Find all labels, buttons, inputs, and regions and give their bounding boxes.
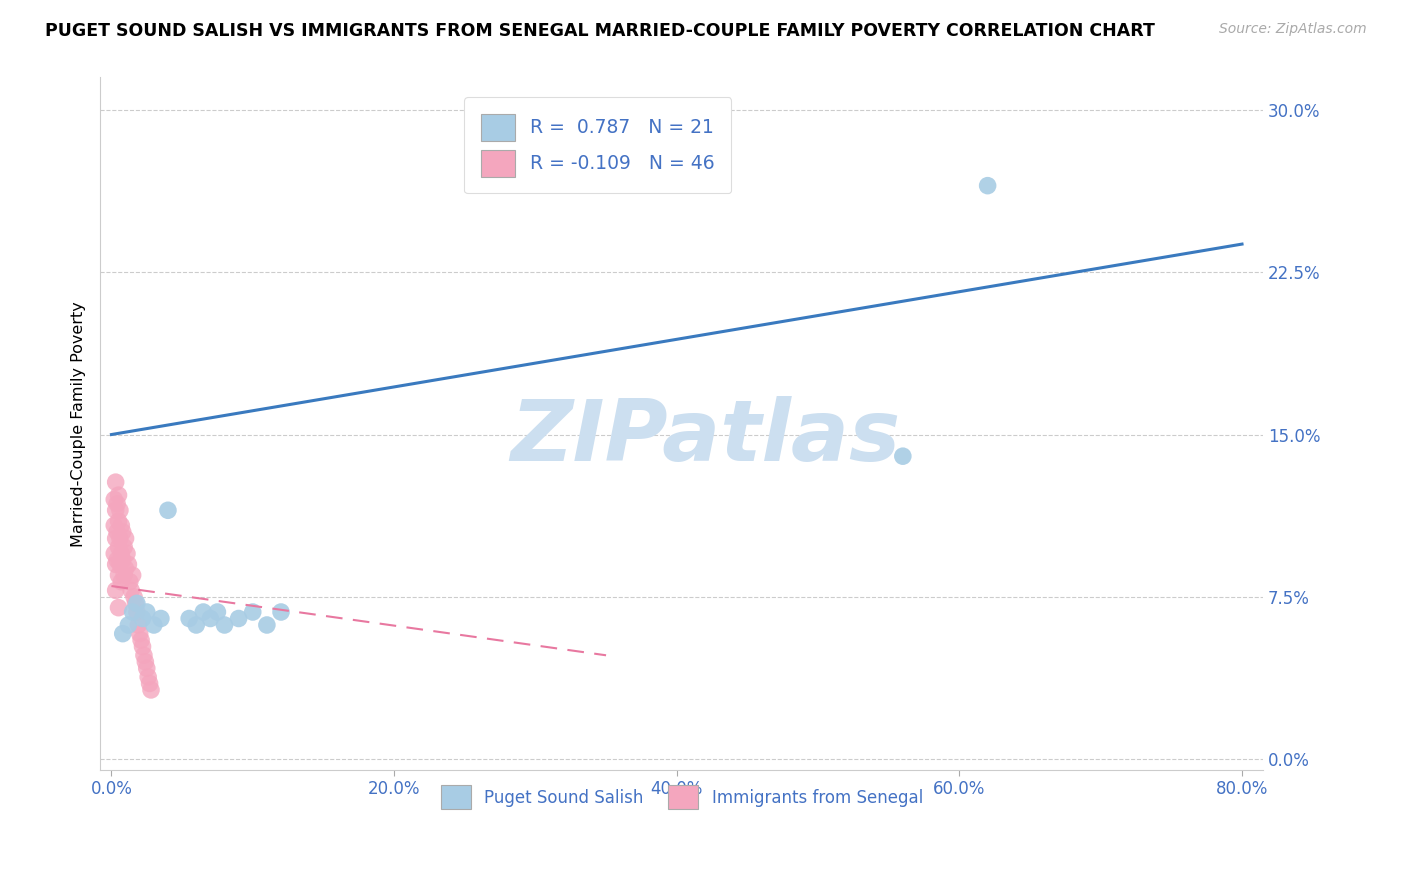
Point (107, 568, 129, 582)
Point (105, 553, 128, 567)
Point (110, 518, 132, 533)
Point (179, 611, 201, 625)
Point (104, 503, 127, 517)
Point (104, 532, 127, 546)
Point (125, 605, 148, 619)
Point (118, 574, 141, 589)
Point (104, 475, 127, 490)
Point (120, 583, 142, 598)
Point (103, 518, 125, 533)
Point (136, 670, 159, 684)
Legend: Puget Sound Salish, Immigrants from Senegal: Puget Sound Salish, Immigrants from Sene… (426, 771, 938, 824)
Point (135, 661, 157, 675)
Point (104, 558, 127, 572)
Point (121, 568, 143, 582)
Point (156, 503, 179, 517)
Point (976, 178, 998, 193)
Point (135, 605, 157, 619)
Point (103, 547, 125, 561)
Point (127, 618, 149, 632)
Point (105, 524, 128, 539)
Point (139, 682, 162, 697)
Point (114, 532, 136, 546)
Point (108, 503, 131, 517)
Point (111, 524, 134, 539)
Point (117, 618, 139, 632)
Point (105, 497, 128, 511)
Point (112, 540, 135, 554)
Point (131, 611, 153, 625)
Point (132, 648, 155, 663)
Point (121, 605, 143, 619)
Point (124, 596, 146, 610)
Point (111, 553, 134, 567)
Point (107, 488, 129, 502)
Point (117, 558, 139, 572)
Point (186, 618, 208, 632)
Point (242, 605, 264, 619)
Point (200, 611, 222, 625)
Text: ZIPatlas: ZIPatlas (510, 396, 900, 479)
Point (193, 605, 215, 619)
Point (103, 492, 125, 507)
Point (207, 605, 229, 619)
Point (891, 449, 914, 463)
Point (228, 611, 250, 625)
Y-axis label: Married-Couple Family Poverty: Married-Couple Family Poverty (72, 301, 86, 547)
Point (114, 562, 136, 576)
Point (134, 655, 156, 669)
Point (115, 547, 138, 561)
Point (108, 532, 131, 546)
Point (110, 547, 132, 561)
Text: PUGET SOUND SALISH VS IMMIGRANTS FROM SENEGAL MARRIED-COUPLE FAMILY POVERTY CORR: PUGET SOUND SALISH VS IMMIGRANTS FROM SE… (45, 22, 1154, 40)
Point (131, 640, 153, 654)
Point (214, 618, 236, 632)
Point (107, 540, 129, 554)
Point (128, 626, 150, 640)
Point (270, 605, 292, 619)
Point (125, 596, 148, 610)
Point (149, 611, 172, 625)
Point (108, 558, 131, 572)
Point (112, 568, 135, 582)
Point (138, 676, 160, 690)
Point (104, 583, 127, 598)
Text: Source: ZipAtlas.com: Source: ZipAtlas.com (1219, 22, 1367, 37)
Point (110, 574, 132, 589)
Point (142, 618, 165, 632)
Point (107, 514, 129, 528)
Point (107, 600, 129, 615)
Point (111, 626, 134, 640)
Point (129, 633, 152, 648)
Point (256, 618, 278, 632)
Point (122, 590, 145, 604)
